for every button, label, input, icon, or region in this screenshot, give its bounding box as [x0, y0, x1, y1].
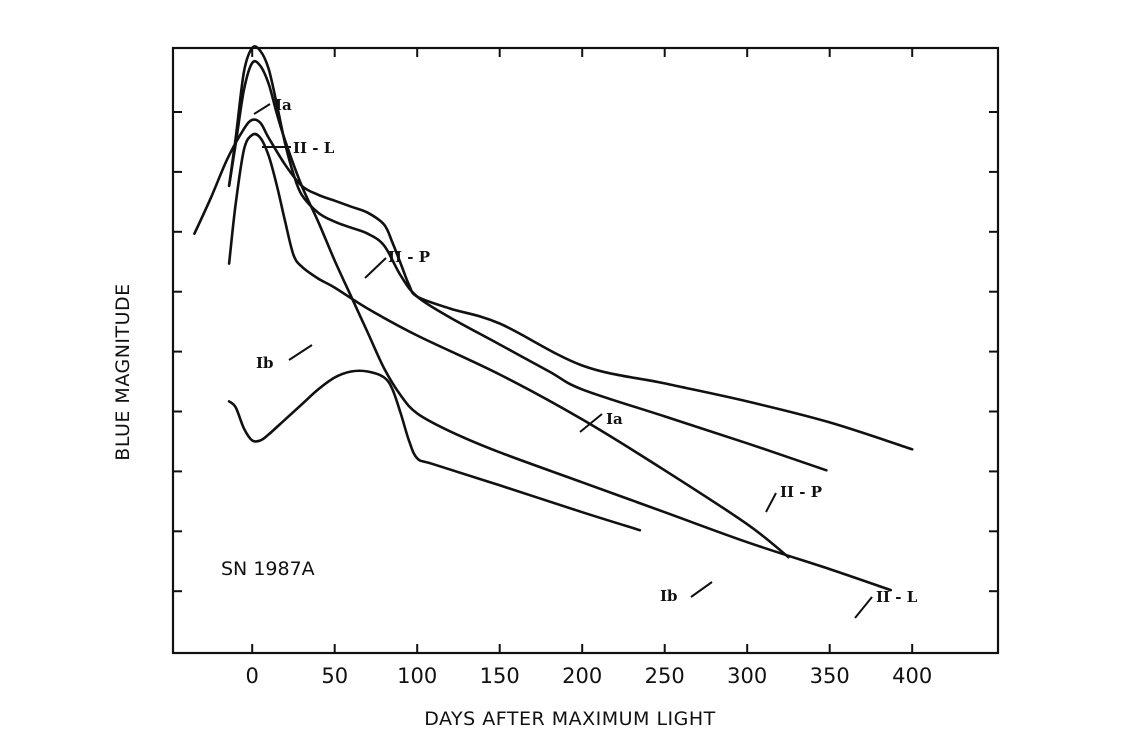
x-tick-label: 350 [810, 664, 850, 688]
curve-labels: Ia Ia II - L II - L II - P II - P Ib Ib [253, 96, 918, 619]
curve-label: Ia [606, 410, 623, 428]
curve-label-leader [579, 413, 603, 433]
x-tick-label: 100 [397, 664, 437, 688]
x-axis-ticks [251, 48, 914, 653]
curve-label-leader [854, 596, 873, 619]
x-tick-label: 250 [645, 664, 685, 688]
x-tick-label: 150 [480, 664, 520, 688]
curve-label: II - P [780, 483, 822, 501]
curve-label-leader [690, 581, 713, 598]
series-line-ii-l [227, 59, 893, 592]
x-tick-label: 400 [892, 664, 932, 688]
curve-label: II - L [293, 139, 335, 157]
curves [193, 45, 914, 592]
series-line-ia [227, 45, 828, 472]
plot-frame [171, 46, 1000, 655]
series-line-ii-p [193, 118, 914, 451]
curve-label: Ib [256, 354, 274, 372]
curve-label: II - L [876, 588, 918, 606]
x-tick-label: 300 [727, 664, 767, 688]
curve-label-leader [364, 257, 387, 279]
series-line-sn-1987a [227, 369, 642, 532]
curve-label: II - P [388, 248, 430, 266]
x-tick-label: 200 [562, 664, 602, 688]
y-axis-ticks [173, 111, 998, 593]
sn1987a-annotation: SN 1987A [221, 558, 315, 580]
y-axis-title: BLUE MAGNITUDE [112, 283, 134, 460]
x-tick-label: 0 [246, 664, 259, 688]
curve-label-leader [765, 492, 777, 513]
curve-label: Ib [660, 587, 678, 605]
curve-label-leader [288, 344, 313, 361]
curve-label-leader [253, 103, 271, 115]
series-line-ib [227, 132, 790, 559]
x-axis-tick-labels: 0 50 100 150 200 250 300 350 400 [246, 664, 933, 688]
curve-label: Ia [275, 96, 292, 114]
x-tick-label: 50 [321, 664, 348, 688]
x-axis-title: DAYS AFTER MAXIMUM LIGHT [424, 708, 716, 730]
